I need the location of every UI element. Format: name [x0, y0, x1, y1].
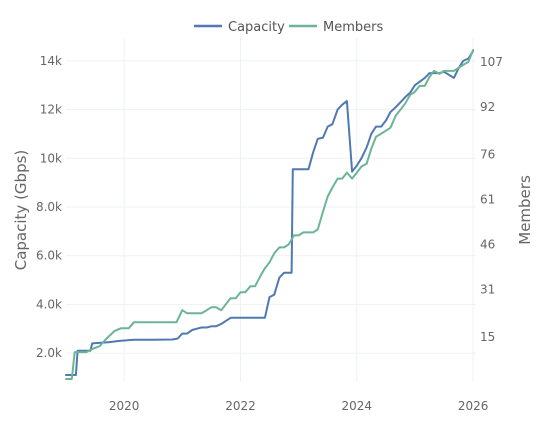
- y2-tick-label: 107: [480, 55, 503, 69]
- y-tick-label: 8.0k: [36, 200, 62, 214]
- y-tick-label: 2.0k: [36, 346, 62, 360]
- legend-members-label: Members: [323, 20, 383, 35]
- y2-tick-label: 31: [480, 282, 495, 296]
- x-tick-label: 2020: [109, 399, 140, 413]
- series-line-capacity: [65, 50, 475, 376]
- y-axis-title-left: Capacity (Gbps): [12, 150, 30, 271]
- y-tick-label: 10k: [40, 151, 62, 165]
- x-tick-label: 2024: [342, 399, 373, 413]
- y2-tick-label: 46: [480, 237, 495, 251]
- y-tick-label: 6.0k: [36, 249, 62, 263]
- y2-tick-label: 61: [480, 193, 495, 207]
- legend-capacity-label: Capacity: [228, 20, 285, 35]
- series-lines: [65, 49, 475, 380]
- y2-tick-label: 92: [480, 100, 495, 114]
- series-line-members: [65, 49, 475, 380]
- y-tick-label: 14k: [40, 54, 62, 68]
- y2-tick-label: 15: [480, 330, 495, 344]
- y-tick-label: 4.0k: [36, 297, 62, 311]
- y2-tick-label: 76: [480, 148, 495, 162]
- x-tick-label: 2026: [458, 399, 489, 413]
- x-tick-label: 2022: [225, 399, 256, 413]
- y-axis-title-right: Members: [516, 175, 534, 245]
- y-tick-label: 12k: [40, 103, 62, 117]
- legend: Capacity Members: [194, 20, 383, 35]
- grid: [66, 38, 476, 382]
- axes: 2.0k 4.0k 6.0k 8.0k 10k 12k 14k 2020 2022 2024 202…: [36, 54, 503, 413]
